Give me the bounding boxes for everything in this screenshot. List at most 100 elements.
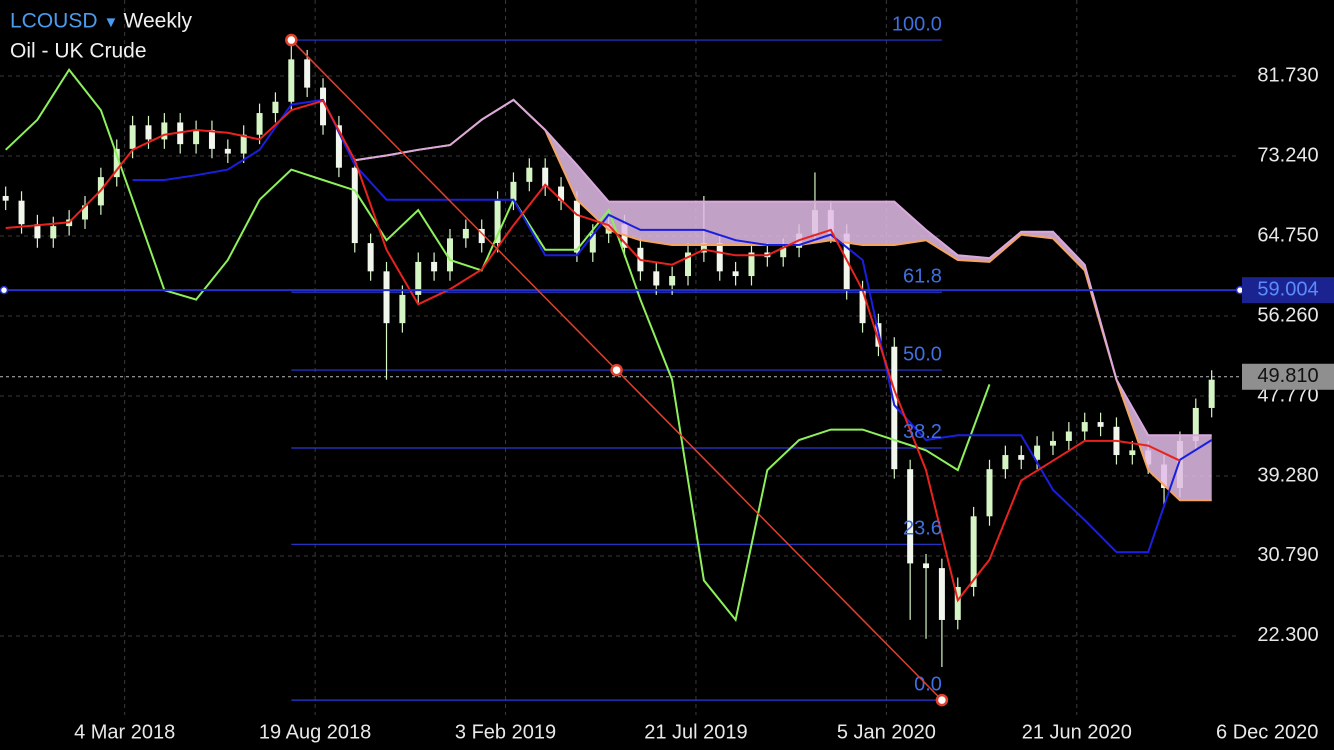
y-tick-label: 30.790 <box>1257 544 1318 566</box>
last-price-label: 49.810 <box>1257 365 1318 387</box>
candle-body <box>415 261 422 295</box>
fib-label: 100.0 <box>892 13 942 35</box>
candle-body <box>224 148 231 154</box>
fib-handle <box>935 693 949 707</box>
y-tick-label: 39.280 <box>1257 464 1318 486</box>
candle-body <box>399 294 406 324</box>
fib-label: 61.8 <box>903 265 942 287</box>
candle-body <box>716 243 723 272</box>
candle-body <box>383 271 390 324</box>
candle-body <box>1018 455 1025 460</box>
fib-mid-handle <box>610 363 623 377</box>
candle-body <box>669 276 676 286</box>
candle-body <box>272 101 279 114</box>
y-tick-label: 64.750 <box>1257 224 1318 246</box>
candle-body <box>1049 440 1056 446</box>
candle-body <box>573 200 580 253</box>
candle-body <box>970 516 977 587</box>
candle-body <box>510 181 517 201</box>
x-tick-label: 21 Jun 2020 <box>1022 721 1132 743</box>
hline-badge <box>1242 277 1334 304</box>
candle-body <box>700 243 707 253</box>
candle-body <box>478 228 485 244</box>
kijun-line <box>132 98 1213 554</box>
hline-handle <box>0 285 9 295</box>
candle-body <box>938 568 945 620</box>
candle-body <box>1034 445 1041 460</box>
candle-body <box>82 205 89 220</box>
candle-body <box>304 59 311 88</box>
timeframe: Weekly <box>124 10 193 33</box>
symbol-dropdown[interactable]: ▼ <box>104 14 119 31</box>
tenkan-line <box>5 99 1181 603</box>
candle-body <box>1065 431 1072 441</box>
candle-body <box>351 167 358 244</box>
candle-body <box>954 586 961 620</box>
candle-body <box>145 125 152 140</box>
y-tick-label: 73.240 <box>1257 144 1318 166</box>
x-tick-label: 5 Jan 2020 <box>837 721 936 743</box>
candle-body <box>34 224 41 239</box>
candle-body <box>320 87 327 126</box>
fib-label: 38.2 <box>903 421 942 443</box>
candle-body <box>462 228 469 239</box>
candle-body <box>780 247 787 258</box>
candle-body <box>1097 422 1104 427</box>
fib-handle <box>285 33 298 47</box>
candle-body <box>748 252 755 277</box>
chikou-line <box>5 67 991 623</box>
fib-label: 23.6 <box>903 518 942 540</box>
candle-body <box>542 167 549 187</box>
candle-body <box>986 469 993 517</box>
candle-body <box>18 200 25 225</box>
y-tick-label: 47.770 <box>1257 384 1318 406</box>
header: LCOUSD ▼ Weekly Oil - UK Crude <box>10 10 192 63</box>
candle-body <box>685 252 692 277</box>
candle-body <box>1002 455 1009 470</box>
candle-body <box>558 186 565 201</box>
candle-body <box>161 122 168 140</box>
y-tick-label: 81.730 <box>1257 64 1318 86</box>
candle-body <box>526 167 533 182</box>
x-tick-label: 21 Jul 2019 <box>644 721 747 743</box>
candle-body <box>288 59 295 102</box>
candle-body <box>1081 422 1088 432</box>
candle-body <box>1129 450 1136 456</box>
x-tick-label: 19 Aug 2018 <box>259 721 371 743</box>
x-tick-label: 3 Feb 2019 <box>455 721 556 743</box>
candle-body <box>589 233 596 253</box>
candle-body <box>431 261 438 272</box>
symbol[interactable]: LCOUSD <box>10 10 98 33</box>
candle-body <box>113 148 120 178</box>
x-tick-label: 4 Mar 2018 <box>74 721 175 743</box>
fib-label: 50.0 <box>903 343 942 365</box>
x-tick-label: 6 Dec 2020 <box>1216 721 1318 743</box>
candle-body <box>1208 379 1215 408</box>
candle-body <box>891 346 898 470</box>
candle-body <box>907 469 914 564</box>
last-price-badge <box>1242 363 1334 390</box>
candle-body <box>367 243 374 272</box>
span-b-line <box>354 98 1212 437</box>
candle-body <box>1192 407 1199 441</box>
plot-area <box>0 0 1240 715</box>
candle-body <box>494 200 501 244</box>
candle-body <box>256 113 263 135</box>
candle-body <box>446 238 453 272</box>
subtitle: Oil - UK Crude <box>10 40 147 63</box>
candle-body <box>335 125 342 168</box>
candle-body <box>193 130 200 145</box>
y-tick-label: 22.300 <box>1257 624 1318 646</box>
candle-body <box>129 125 136 149</box>
candle-body <box>923 563 930 569</box>
candle-body <box>859 290 866 324</box>
y-tick-label: 56.260 <box>1257 304 1318 326</box>
candle-body <box>653 271 660 286</box>
candle-body <box>732 271 739 277</box>
candle-body <box>2 195 9 201</box>
candle-body <box>240 134 247 154</box>
candle-body <box>208 130 215 149</box>
hline-label: 59.004 <box>1257 278 1318 300</box>
